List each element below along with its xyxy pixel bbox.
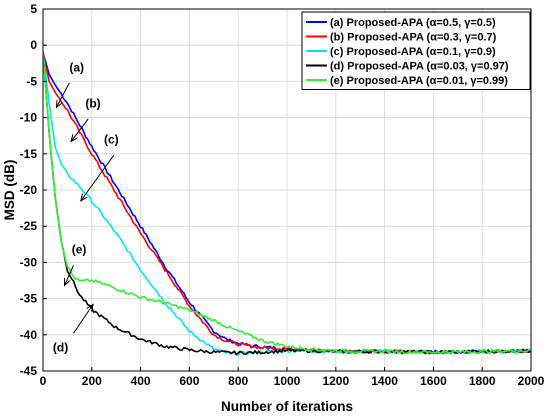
x-tick-label: 1200 (322, 374, 349, 388)
legend-entry: (a) Proposed-APA (α=0.5, γ=0.5) (330, 17, 496, 29)
y-tick-label: -10 (20, 111, 38, 125)
legend-entry: (e) Proposed-APA (α=0.01, γ=0.99) (330, 75, 508, 87)
annotation-arrow (81, 154, 115, 201)
y-tick-label: -25 (20, 219, 38, 233)
legend-entry: (c) Proposed-APA (α=0.1, γ=0.9) (330, 46, 496, 58)
legend: (a) Proposed-APA (α=0.5, γ=0.5) (b) Propo… (301, 11, 531, 90)
x-axis-title: Number of iterations (221, 399, 353, 414)
x-tick-label: 1000 (274, 374, 301, 388)
x-axis-ticks: 0 200 400 600 800 1000 1200 1400 1600 1800 2000 (40, 367, 545, 388)
series-lines (43, 52, 531, 356)
annotation-label: (d) (53, 340, 68, 354)
annotation-arrow (73, 304, 94, 334)
y-axis-title: MSD (dB) (2, 160, 17, 221)
x-tick-label: 200 (82, 374, 102, 388)
x-tick-label: 0 (40, 374, 47, 388)
y-tick-label: 5 (30, 2, 37, 16)
series-line-d (43, 52, 531, 356)
y-axis-ticks: 5 0 -5 -10 -15 -20 -25 -30 -35 -40 -45 (20, 2, 47, 378)
annotation-arrow (71, 118, 89, 141)
x-tick-label: 2000 (518, 374, 545, 388)
y-tick-label: -35 (20, 292, 38, 306)
y-tick-label: -30 (20, 255, 38, 269)
annotation-arrow (56, 82, 70, 108)
x-tick-label: 600 (179, 374, 199, 388)
annotation-label: (e) (72, 243, 87, 257)
annotation-label: (c) (104, 133, 119, 147)
y-tick-label: -40 (20, 328, 38, 342)
x-tick-label: 1800 (469, 374, 496, 388)
x-tick-label: 400 (131, 374, 151, 388)
x-tick-label: 1600 (420, 374, 447, 388)
plot-area (43, 52, 531, 356)
legend-entry: (d) Proposed-APA (α=0.03, γ=0.97) (330, 61, 509, 73)
legend-entry: (b) Proposed-APA (α=0.3, γ=0.7) (330, 32, 497, 44)
curve-annotations: (a) (b) (c) (e) (d) (53, 60, 119, 354)
series-line-e (43, 52, 531, 355)
y-tick-label: -15 (20, 147, 38, 161)
y-tick-label: -45 (20, 364, 38, 378)
y-tick-label: -5 (26, 74, 37, 88)
annotation-label: (a) (69, 60, 84, 74)
y-tick-label: 0 (30, 38, 37, 52)
annotation-label: (b) (85, 96, 100, 110)
legend-box (301, 11, 531, 90)
y-tick-label: -20 (20, 183, 38, 197)
annotation-arrow (64, 265, 74, 285)
x-tick-label: 1400 (371, 374, 398, 388)
x-tick-label: 800 (228, 374, 248, 388)
